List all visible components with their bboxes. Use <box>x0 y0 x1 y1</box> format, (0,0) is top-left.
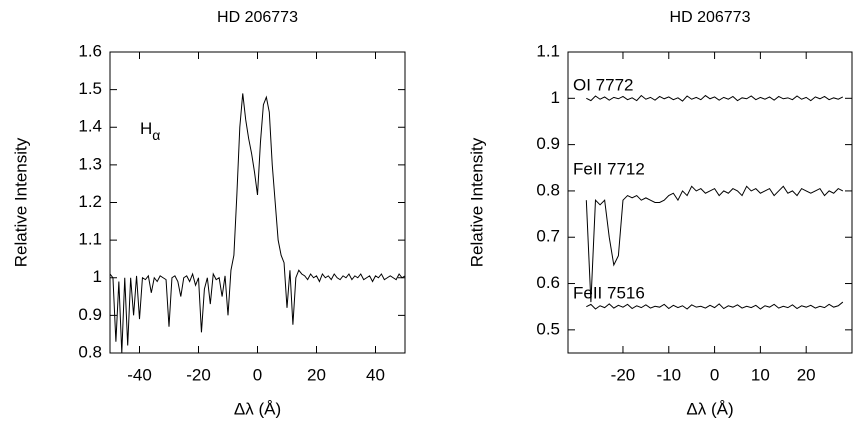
series-label: OI 7772 <box>573 75 634 94</box>
x-tick-label: 20 <box>307 365 326 384</box>
x-tick-label: 0 <box>253 365 262 384</box>
x-tick-label: 0 <box>710 365 719 384</box>
x-axis-label: Δλ (Å) <box>686 399 733 418</box>
x-tick-label: -40 <box>127 365 152 384</box>
y-tick-label: 1.2 <box>78 192 102 211</box>
y-tick-label: 0.7 <box>536 227 560 246</box>
y-tick-label: 1.4 <box>78 117 102 136</box>
spectrum <box>586 94 844 102</box>
panel-title: HD 206773 <box>670 9 751 26</box>
series-label: FeII 7712 <box>573 159 645 178</box>
annotation-text: H <box>140 119 152 138</box>
y-tick-label: 0.9 <box>536 134 560 153</box>
y-tick-label: 0.8 <box>78 342 102 361</box>
panel-title: HD 206773 <box>217 9 298 26</box>
y-tick-label: 0.5 <box>536 319 560 338</box>
y-tick-label: 1.5 <box>78 79 102 98</box>
y-tick-label: 0.6 <box>536 273 560 292</box>
series-label: FeII 7516 <box>573 283 645 302</box>
x-tick-label: -10 <box>656 365 681 384</box>
y-tick-label: 1.6 <box>78 41 102 60</box>
spectrum <box>585 185 844 303</box>
x-tick-label: -20 <box>611 365 636 384</box>
y-tick-label: 0.9 <box>78 305 102 324</box>
y-axis-label: Relative Intensity <box>467 137 486 267</box>
y-tick-label: 0.8 <box>536 180 560 199</box>
x-tick-label: 20 <box>797 365 816 384</box>
x-tick-label: 10 <box>751 365 770 384</box>
x-axis-label: Δλ (Å) <box>234 399 281 418</box>
y-tick-label: 1 <box>93 267 102 286</box>
spectrum <box>109 93 406 354</box>
x-tick-label: -20 <box>186 365 211 384</box>
x-tick-label: 40 <box>366 365 385 384</box>
y-tick-label: 1.1 <box>536 41 560 60</box>
y-axis-label: Relative Intensity <box>11 137 30 267</box>
annotation-subscript: α <box>152 127 160 143</box>
spectrum <box>586 301 844 310</box>
y-tick-label: 1.3 <box>78 154 102 173</box>
plot-frame <box>109 51 406 354</box>
y-tick-label: 1.1 <box>78 230 102 249</box>
y-tick-label: 1 <box>551 88 560 107</box>
annotation: Hα <box>140 119 160 142</box>
plot-frame <box>567 51 853 354</box>
